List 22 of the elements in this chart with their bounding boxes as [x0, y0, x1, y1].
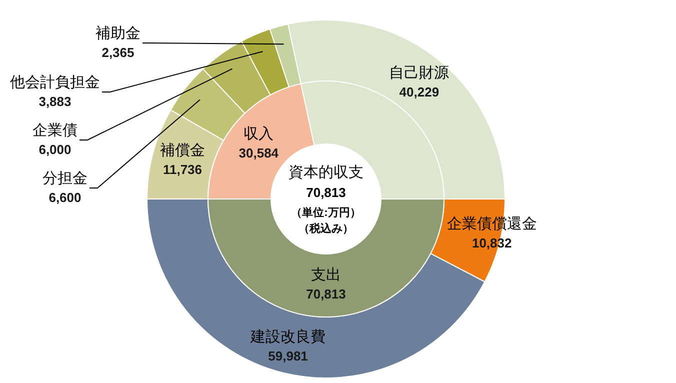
text: （税込み）	[298, 222, 354, 235]
slice-label: 分担金	[42, 170, 88, 187]
slice-label: 補償金	[160, 142, 205, 159]
data-label: 59,981	[268, 348, 308, 364]
data-label: 6,600	[48, 190, 82, 205]
data-label: 30,584	[238, 146, 280, 161]
text: 資本的収支	[288, 164, 364, 181]
slice-label: 収入	[244, 126, 274, 143]
data-label: 3,883	[38, 94, 72, 109]
data-label: 40,229	[399, 84, 440, 100]
slice-label: 企業債	[32, 122, 78, 139]
text: （単位:万円）	[291, 206, 361, 219]
data-label: 70,813	[306, 286, 346, 302]
text: 70,813	[306, 185, 346, 200]
slice-label: 補助金	[96, 25, 140, 42]
slice-label: 他会計負担金	[10, 74, 100, 91]
slice-label: 建設改良費	[250, 328, 326, 346]
slice-label: 自己財源	[389, 64, 450, 82]
slice-label: 支出	[311, 266, 341, 284]
data-label: 2,365	[102, 45, 134, 60]
data-label: 6,000	[38, 142, 72, 157]
data-label: 11,736	[162, 162, 202, 177]
